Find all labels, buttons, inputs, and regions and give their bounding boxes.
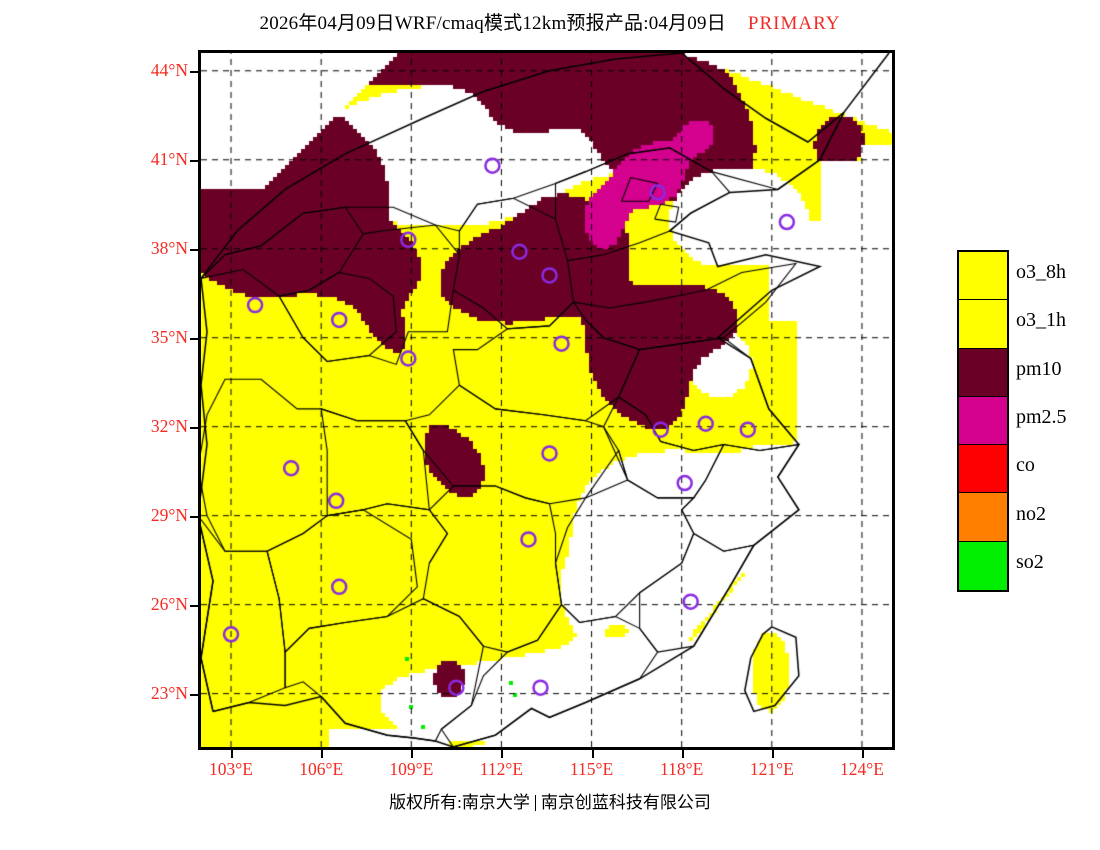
x-tick-label: 112°E bbox=[479, 759, 524, 779]
x-tickmark bbox=[681, 747, 684, 758]
x-tick-label: 115°E bbox=[569, 759, 614, 779]
footer-right: 南京创蓝科技有限公司 bbox=[540, 793, 711, 812]
y-tickmark bbox=[190, 337, 201, 340]
x-tickmark bbox=[231, 747, 234, 758]
y-tickmark bbox=[190, 604, 201, 607]
title-text: 2026年04月09日WRF/cmaq模式12km预报产品:04月09日 bbox=[259, 13, 726, 34]
legend-label-o3-1h: o3_1h bbox=[1016, 309, 1066, 332]
x-tick-label: 124°E bbox=[839, 759, 884, 779]
y-tickmark bbox=[190, 70, 201, 73]
x-tick-label: 106°E bbox=[299, 759, 344, 779]
x-tickmark bbox=[321, 747, 324, 758]
y-axis-labels: 44°N 41°N 38°N 35°N 32°N 29°N 26°N 23°N bbox=[0, 0, 198, 850]
copyright-footer: 版权所有:南京大学 南京创蓝科技有限公司 bbox=[0, 788, 1100, 813]
x-tickmark bbox=[411, 747, 414, 758]
y-tickmark bbox=[190, 426, 201, 429]
x-tick-label: 109°E bbox=[389, 759, 434, 779]
title-tag: PRIMARY bbox=[747, 13, 841, 34]
legend-swatch-no2[interactable] bbox=[959, 493, 1007, 542]
y-tick-label: 41°N bbox=[150, 148, 188, 169]
legend-swatch-o3-1h[interactable] bbox=[959, 300, 1007, 349]
x-tickmark bbox=[591, 747, 594, 758]
footer-left: 版权所有:南京大学 bbox=[389, 793, 530, 812]
legend-label-co: co bbox=[1016, 454, 1035, 477]
x-tickmark bbox=[771, 747, 774, 758]
y-tick-label: 44°N bbox=[150, 59, 188, 80]
forecast-map-canvas[interactable] bbox=[201, 53, 892, 747]
legend-swatch-pm10[interactable] bbox=[959, 348, 1007, 397]
y-tickmark bbox=[190, 515, 201, 518]
legend-label-so2: so2 bbox=[1016, 550, 1044, 573]
x-tickmark bbox=[861, 747, 864, 758]
legend-swatch-o3-8h[interactable] bbox=[959, 252, 1007, 301]
legend-label-o3-8h: o3_8h bbox=[1016, 261, 1066, 284]
y-tick-label: 32°N bbox=[150, 415, 188, 436]
map-frame[interactable] bbox=[198, 50, 895, 750]
y-tickmark bbox=[190, 159, 201, 162]
y-tick-label: 23°N bbox=[150, 682, 188, 703]
legend-label-pm2-5: pm2.5 bbox=[1016, 406, 1067, 428]
x-tick-label: 103°E bbox=[209, 759, 254, 779]
x-tick-label: 121°E bbox=[749, 759, 794, 779]
legend-label-pm10: pm10 bbox=[1016, 357, 1062, 380]
x-tickmark bbox=[501, 747, 504, 758]
legend-label-no2: no2 bbox=[1016, 502, 1046, 525]
legend-colorbar[interactable] bbox=[957, 250, 1009, 592]
y-tickmark bbox=[190, 693, 201, 696]
y-tick-label: 38°N bbox=[150, 237, 188, 258]
footer-divider bbox=[534, 795, 536, 811]
legend-swatch-pm2-5[interactable] bbox=[959, 396, 1007, 446]
y-tick-label: 35°N bbox=[150, 326, 188, 347]
legend-swatch-so2[interactable] bbox=[959, 541, 1007, 590]
y-tick-label: 29°N bbox=[150, 504, 188, 525]
page-title: 2026年04月09日WRF/cmaq模式12km预报产品:04月09日 PRIM… bbox=[0, 8, 1100, 35]
legend-labels: o3_8h o3_1h pm10 pm2.5 co no2 so2 bbox=[1016, 250, 1100, 592]
y-tick-label: 26°N bbox=[150, 593, 188, 614]
legend-swatch-co[interactable] bbox=[959, 445, 1007, 494]
y-tickmark bbox=[190, 248, 201, 251]
x-tick-label: 118°E bbox=[660, 759, 704, 779]
